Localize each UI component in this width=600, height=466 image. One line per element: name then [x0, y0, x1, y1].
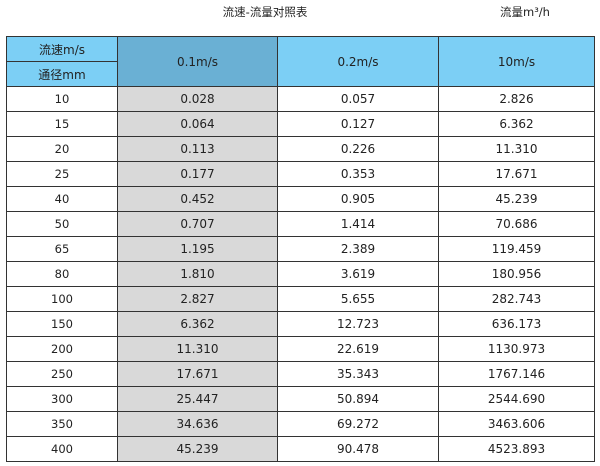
flow-cell: 11.310 [438, 136, 595, 162]
flow-cell: 45.239 [117, 436, 278, 462]
diameter-cell: 250 [6, 361, 118, 387]
flow-cell: 0.127 [277, 111, 439, 137]
flow-cell: 1130.973 [438, 336, 595, 362]
flow-cell: 69.272 [277, 411, 439, 437]
flow-cell: 0.226 [277, 136, 439, 162]
flow-cell: 3463.606 [438, 411, 595, 437]
flow-cell: 1.810 [117, 261, 278, 287]
diameter-cell: 300 [6, 386, 118, 412]
diameter-cell: 350 [6, 411, 118, 437]
diameter-cell: 150 [6, 311, 118, 337]
flow-cell: 3.619 [277, 261, 439, 287]
diameter-cell: 80 [6, 261, 118, 287]
table-row: 100 2.827 5.655 282.743 [6, 286, 595, 312]
diameter-header: 通径mm [6, 61, 118, 87]
flow-cell: 0.113 [117, 136, 278, 162]
table-row: 350 34.636 69.272 3463.606 [6, 411, 595, 437]
column-header: 10m/s [438, 36, 595, 87]
flow-cell: 0.028 [117, 86, 278, 112]
table-row: 15 0.064 0.127 6.362 [6, 111, 595, 137]
flow-cell: 1.195 [117, 236, 278, 262]
diameter-cell: 10 [6, 86, 118, 112]
flow-cell: 25.447 [117, 386, 278, 412]
flow-velocity-table: 流速m/s 0.1m/s 0.2m/s 10m/s 通径mm 10 0.028 0.… [6, 36, 595, 462]
flow-cell: 119.459 [438, 236, 595, 262]
flow-cell: 1767.146 [438, 361, 595, 387]
flow-cell: 282.743 [438, 286, 595, 312]
diameter-cell: 15 [6, 111, 118, 137]
flow-cell: 0.057 [277, 86, 439, 112]
table-row: 65 1.195 2.389 119.459 [6, 236, 595, 262]
table-row: 250 17.671 35.343 1767.146 [6, 361, 595, 387]
velocity-header: 流速m/s [6, 36, 118, 62]
table-row: 80 1.810 3.619 180.956 [6, 261, 595, 287]
flow-cell: 17.671 [438, 161, 595, 187]
flow-cell: 45.239 [438, 186, 595, 212]
flow-cell: 34.636 [117, 411, 278, 437]
flow-cell: 70.686 [438, 211, 595, 237]
flow-cell: 636.173 [438, 311, 595, 337]
table-row: 10 0.028 0.057 2.826 [6, 86, 595, 112]
flow-cell: 12.723 [277, 311, 439, 337]
table-row: 200 11.310 22.619 1130.973 [6, 336, 595, 362]
table-row: 150 6.362 12.723 636.173 [6, 311, 595, 337]
column-header: 0.2m/s [277, 36, 439, 87]
flow-cell: 0.064 [117, 111, 278, 137]
diameter-cell: 65 [6, 236, 118, 262]
diameter-cell: 50 [6, 211, 118, 237]
flow-cell: 17.671 [117, 361, 278, 387]
diameter-cell: 20 [6, 136, 118, 162]
flow-cell: 2.827 [117, 286, 278, 312]
table-row: 40 0.452 0.905 45.239 [6, 186, 595, 212]
flow-cell: 0.353 [277, 161, 439, 187]
flow-cell: 6.362 [117, 311, 278, 337]
table-title: 流速-流量对照表 [222, 5, 308, 19]
column-header: 0.1m/s [117, 36, 278, 87]
flow-cell: 50.894 [277, 386, 439, 412]
flow-cell: 180.956 [438, 261, 595, 287]
diameter-cell: 100 [6, 286, 118, 312]
table-row: 300 25.447 50.894 2544.690 [6, 386, 595, 412]
table-row: 20 0.113 0.226 11.310 [6, 136, 595, 162]
flow-cell: 4523.893 [438, 436, 595, 462]
flow-cell: 0.707 [117, 211, 278, 237]
flow-cell: 2.389 [277, 236, 439, 262]
flow-cell: 0.452 [117, 186, 278, 212]
diameter-cell: 25 [6, 161, 118, 187]
flow-cell: 0.905 [277, 186, 439, 212]
diameter-cell: 400 [6, 436, 118, 462]
table-row: 25 0.177 0.353 17.671 [6, 161, 595, 187]
flow-cell: 5.655 [277, 286, 439, 312]
table-row: 400 45.239 90.478 4523.893 [6, 436, 595, 462]
unit-label: 流量m³/h [500, 5, 550, 19]
flow-cell: 90.478 [277, 436, 439, 462]
flow-cell: 11.310 [117, 336, 278, 362]
flow-cell: 1.414 [277, 211, 439, 237]
table-row: 50 0.707 1.414 70.686 [6, 211, 595, 237]
flow-cell: 2544.690 [438, 386, 595, 412]
diameter-cell: 200 [6, 336, 118, 362]
flow-cell: 35.343 [277, 361, 439, 387]
diameter-cell: 40 [6, 186, 118, 212]
flow-cell: 22.619 [277, 336, 439, 362]
flow-cell: 2.826 [438, 86, 595, 112]
flow-cell: 6.362 [438, 111, 595, 137]
flow-cell: 0.177 [117, 161, 278, 187]
